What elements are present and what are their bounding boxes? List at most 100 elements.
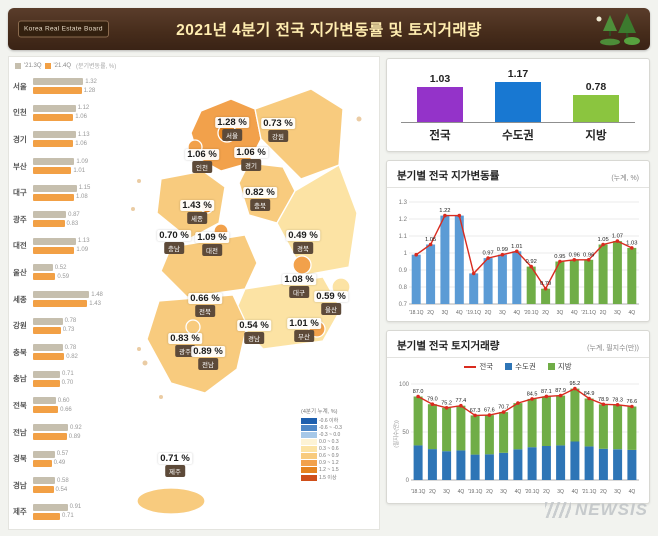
region-name: 울산 [13,267,27,277]
map-region-name: 대구 [289,286,309,298]
map-legend-range: 0.6 ~ 0.9 [319,453,339,459]
map-region-name: 인천 [192,161,212,173]
map-region-name: 울산 [321,303,341,315]
region-name: 충북 [13,347,27,357]
region-bars: 1.09 1.01 [33,158,88,175]
region-name: 제주 [13,507,27,517]
bar-q3-value: 0.60 [57,397,70,404]
region-name: 강원 [13,321,27,331]
region-row: 서울 1.32 1.28 [13,73,109,100]
legend-swatch-q3 [15,62,21,69]
map-region-name: 세종 [187,212,207,224]
bar-q3-value: 1.09 [76,158,89,165]
svg-text:4Q: 4Q [629,489,636,495]
bar-q4-value: 1.43 [89,300,101,307]
svg-text:50: 50 [402,430,409,436]
bar-q3-value: 0.71 [62,371,74,378]
legend-note: (분기변동률, %) [76,64,117,70]
org-badge: Korea Real Estate Board [18,20,109,38]
bar-q4-value: 0.70 [61,380,74,387]
svg-text:2Q: 2Q [427,310,434,316]
bar-q4-value: 1.28 [83,87,96,94]
region-bars: 0.92 0.89 [33,424,82,441]
legend-item: 지방 [547,361,572,372]
svg-text:1.05: 1.05 [425,237,436,243]
summary-value: 1.17 [507,68,529,80]
map-region-name: 경기 [241,159,261,171]
map-legend-range: 1.5 이상 [319,475,337,481]
svg-text:95.2: 95.2 [570,381,581,387]
svg-text:2Q: 2Q [429,489,436,495]
svg-text:'21.1Q: '21.1Q [581,310,596,316]
svg-text:84.5: 84.5 [527,391,538,397]
region-row: 강원 0.78 0.73 [13,312,109,339]
svg-text:0.96: 0.96 [583,252,594,258]
region-name: 부산 [13,161,27,171]
legend-item: 수도권 [505,361,536,372]
svg-text:100: 100 [399,382,410,388]
region-name: 세종 [13,294,27,304]
svg-text:1.22: 1.22 [439,208,450,214]
legend-item: 전국 [464,361,493,372]
map-legend-swatch [301,425,317,431]
map-region-name: 제주 [165,465,185,477]
svg-text:'18.1Q: '18.1Q [411,489,426,495]
summary-value: 0.78 [585,81,607,93]
bar-q4-value: 0.82 [66,353,78,360]
map-region-label: 0.71 % 제주 [158,453,192,477]
map-region-value: 0.54 % [237,320,271,331]
region-row: 인천 1.12 1.06 [13,100,109,127]
svg-text:78.9: 78.9 [598,397,609,403]
region-bars: 1.13 1.09 [33,237,90,254]
bar-q4 [33,433,67,441]
summary-bars: 1.03 1.17 0.78 [401,67,635,123]
region-bars: 0.87 0.83 [33,211,80,228]
map-legend-swatch [301,439,317,445]
map-region-label: 0.82 % 충북 [243,187,277,211]
bar-q4-value: 1.06 [75,114,87,121]
bar-q4-value: 0.71 [62,513,74,520]
map-region-label: 0.49 % 경북 [286,230,320,254]
map-region-value: 1.09 % [195,232,229,243]
map-legend-swatch [301,467,317,473]
svg-text:'21.1Q: '21.1Q [582,489,597,495]
bar-q4 [33,512,60,520]
summary-label: 지방 [585,130,607,142]
map-region-name: 대전 [202,244,222,256]
bar-q3-value: 0.78 [64,344,77,351]
svg-text:3Q: 3Q [557,310,564,316]
region-row: 대전 1.13 1.09 [13,233,109,260]
svg-text:87.1: 87.1 [541,389,552,395]
map-legend-range: -0.3 ~ 0.0 [319,432,341,438]
summary-bar [573,95,619,122]
svg-text:0.96: 0.96 [569,252,580,258]
svg-text:3Q: 3Q [442,310,449,316]
region-bars: 0.91 0.71 [33,503,81,520]
summary-col: 1.03 [409,73,471,122]
rate-card: 분기별 전국 지가변동률 (누계, %) 1.3 1.2 1.1 1 0.9 0.8 0.7… [386,160,650,322]
summary-col: 1.17 [487,68,549,122]
region-row: 충남 0.71 0.70 [13,366,109,393]
svg-text:1.2: 1.2 [399,217,408,223]
svg-text:0.7: 0.7 [399,302,408,308]
map-region-value: 0.66 % [188,293,222,304]
region-row: 제주 0.91 0.71 [13,499,109,526]
bar-q3 [33,264,53,272]
svg-text:2Q: 2Q [543,489,550,495]
bar-q4-value: 1.06 [75,140,87,147]
svg-text:'18.1Q: '18.1Q [409,310,424,316]
region-bar-list: 서울 1.32 1.28 인천 1.12 1.06 경기 1.13 1.06 부산 1.09 1.01… [13,73,109,525]
svg-text:4Q: 4Q [456,310,463,316]
svg-text:0: 0 [406,478,410,484]
svg-text:1.1: 1.1 [399,234,408,240]
svg-text:(필지수(만)): (필지수(만)) [392,420,400,448]
map-region-value: 1.06 % [185,149,219,160]
bar-q3 [33,78,84,86]
map-legend-items: -0.6 이하 -0.6 ~ -0.3 -0.3 ~ 0.0 0.0 ~ 0.3 0.3… [301,417,342,481]
map-region-label: 0.70 % 충남 [157,230,191,254]
map-legend-swatch [301,446,317,452]
svg-text:70.7: 70.7 [498,405,509,411]
bar-q3 [33,344,63,352]
svg-text:3Q: 3Q [557,489,564,495]
